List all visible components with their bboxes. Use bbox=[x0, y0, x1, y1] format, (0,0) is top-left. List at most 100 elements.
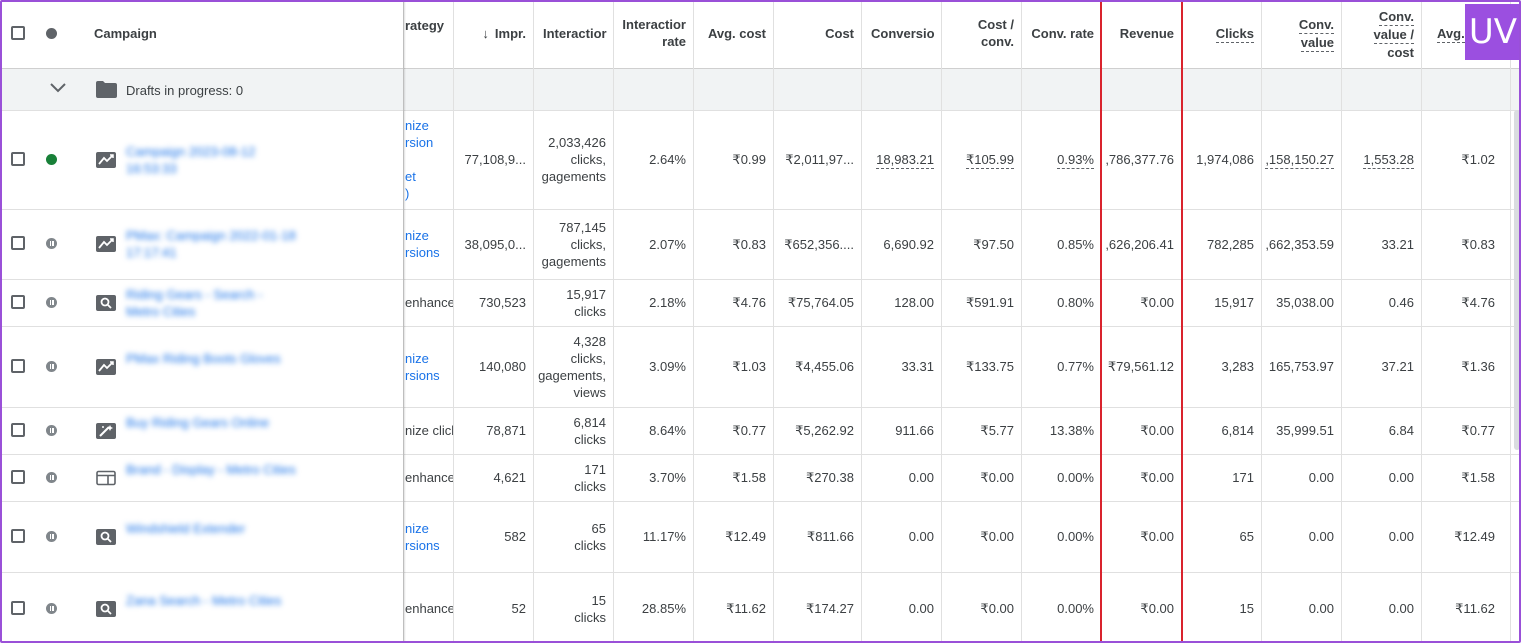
conv-rate-cell: 0.80% bbox=[1057, 295, 1094, 310]
header-campaign[interactable]: Campaign bbox=[94, 25, 157, 41]
cost-per-conv-cell: ₹5.77 bbox=[980, 423, 1014, 438]
status-paused-icon[interactable] bbox=[46, 530, 57, 542]
conv-rate-cell: 0.77% bbox=[1057, 359, 1094, 374]
conv-value-cell: 165,753.97 bbox=[1268, 359, 1334, 374]
row-checkbox[interactable] bbox=[11, 358, 25, 373]
header-cvc-line2: value / bbox=[1373, 27, 1414, 44]
header-interactions[interactable]: Interactior bbox=[543, 25, 607, 41]
bid-strategy-line: enhance bbox=[405, 295, 453, 310]
header-avg-cpc[interactable]: Avg. bbox=[1437, 24, 1467, 44]
interaction-rate-cell: 28.85% bbox=[641, 601, 686, 616]
cost-per-conv-cell: ₹97.50 bbox=[973, 236, 1014, 252]
row-divider bbox=[2, 501, 1519, 502]
revenue-cell: ₹0.00 bbox=[1140, 295, 1174, 310]
conv-value-cell: 35,038.00 bbox=[1276, 295, 1334, 310]
status-paused-icon[interactable] bbox=[46, 471, 57, 483]
interactions-cell: 6,814 clicks bbox=[534, 414, 606, 448]
avg-cost-cell: ₹12.49 bbox=[725, 529, 766, 544]
row-checkbox[interactable] bbox=[11, 528, 25, 543]
campaign-name-link[interactable]: PMax Riding Boots Gloves bbox=[126, 350, 281, 366]
campaign-name-link[interactable]: PMax: Campaign 2022-01-18 17:17:41 bbox=[126, 228, 296, 260]
avg-cpc-cell: ₹0.77 bbox=[1461, 423, 1495, 438]
drafts-label[interactable]: Drafts in progress: 0 bbox=[126, 82, 244, 98]
header-interaction-rate-line2: rate bbox=[662, 34, 686, 49]
chevron-down-icon[interactable] bbox=[50, 82, 66, 97]
bid-strategy-cell: enhance bbox=[405, 294, 453, 311]
interaction-rate-cell: 2.07% bbox=[649, 236, 686, 252]
header-clicks[interactable]: Clicks bbox=[1186, 24, 1254, 44]
header-impressions[interactable]: ↓ Impr. bbox=[458, 24, 526, 42]
interactions-cell: 171 clicks bbox=[534, 461, 606, 495]
avg-cpc-cell: ₹11.62 bbox=[1455, 601, 1495, 616]
status-paused-icon[interactable] bbox=[46, 296, 57, 308]
conv-value-cell: 0.00 bbox=[1308, 529, 1334, 544]
bid-strategy-cell[interactable]: nize rsions bbox=[405, 350, 453, 384]
status-paused-icon[interactable] bbox=[46, 238, 57, 249]
header-conv-value[interactable]: Conv. value bbox=[1264, 16, 1334, 52]
conversions-cell-value: 18,983.21 bbox=[876, 151, 934, 169]
frozen-column-shadow bbox=[403, 2, 406, 641]
column-divider bbox=[1341, 2, 1342, 641]
conv-value-cell: 35,999.51 bbox=[1276, 423, 1334, 438]
campaign-name-link[interactable]: Windshield Extender bbox=[126, 520, 246, 536]
vertical-scrollbar[interactable] bbox=[1514, 110, 1519, 450]
cost-per-conv-cell-value: ₹105.99 bbox=[965, 151, 1014, 169]
status-enabled-icon[interactable] bbox=[46, 153, 57, 165]
interactions-line: 2,033,426 bbox=[548, 135, 606, 150]
interactions-line: clicks bbox=[574, 537, 606, 553]
status-paused-icon[interactable] bbox=[46, 360, 57, 372]
status-paused-icon[interactable] bbox=[46, 424, 57, 436]
header-interaction-rate[interactable]: Interactior rate bbox=[616, 16, 686, 52]
header-conv-value-line2: value bbox=[1300, 35, 1334, 52]
campaign-name-link[interactable]: Campaign 2023-08-12 16:53:33 bbox=[126, 143, 256, 176]
header-bid-strategy[interactable]: rategy bbox=[405, 17, 445, 33]
clicks-cell: 6,814 bbox=[1221, 423, 1254, 438]
header-avg-cost[interactable]: Avg. cost bbox=[707, 25, 766, 41]
header-revenue[interactable]: Revenue bbox=[1119, 25, 1174, 41]
campaign-name-link[interactable]: Zana Search - Metro Cities bbox=[126, 592, 282, 608]
bid-strategy-cell[interactable]: nize rsions bbox=[405, 227, 453, 261]
bid-strategy-cell[interactable]: nize rsions bbox=[405, 520, 453, 554]
campaign-name-link[interactable]: Buy Riding Gears Online bbox=[126, 414, 270, 430]
interaction-rate-cell: 3.09% bbox=[649, 359, 686, 374]
interactions-line: gagements bbox=[541, 169, 606, 184]
cost-cell: ₹2,011,97... bbox=[785, 152, 854, 167]
interactions-line: gagements, bbox=[538, 367, 606, 383]
avg-cpc-cell: ₹0.83 bbox=[1461, 236, 1495, 252]
interactions-line: clicks, bbox=[570, 236, 606, 252]
header-conversions[interactable]: Conversio bbox=[871, 25, 935, 41]
row-checkbox[interactable] bbox=[11, 236, 25, 250]
conv-value-per-cost-cell-value: 1,553.28 bbox=[1363, 151, 1414, 169]
conv-rate-cell: 13.38% bbox=[1049, 423, 1094, 438]
header-conv-rate[interactable]: Conv. rate bbox=[1031, 25, 1094, 41]
bid-strategy-line: rsions bbox=[405, 367, 440, 383]
interactions-line: views bbox=[573, 384, 606, 400]
interactions-line: gagements bbox=[541, 253, 606, 269]
column-divider bbox=[941, 2, 942, 641]
cost-cell: ₹270.38 bbox=[805, 470, 854, 485]
header-cost[interactable]: Cost bbox=[825, 25, 854, 41]
row-checkbox[interactable] bbox=[11, 422, 25, 437]
row-checkbox[interactable] bbox=[11, 469, 25, 484]
select-all-checkbox[interactable] bbox=[11, 26, 25, 40]
header-impressions-label: Impr. bbox=[494, 25, 526, 41]
avg-cpc-cell: ₹1.36 bbox=[1461, 359, 1495, 374]
status-paused-icon[interactable] bbox=[46, 602, 57, 614]
row-divider bbox=[2, 407, 1519, 408]
header-cost-per-conv[interactable]: Cost / conv. bbox=[944, 16, 1014, 52]
header-interaction-rate-line1: Interactior bbox=[622, 17, 686, 32]
interaction-rate-cell: 3.70% bbox=[649, 470, 686, 485]
campaign-name-link[interactable]: Brand - Display - Metro Cities bbox=[126, 461, 296, 477]
interactions-cell: 15,917 clicks bbox=[534, 286, 606, 320]
row-checkbox[interactable] bbox=[11, 151, 25, 166]
campaign-name-link[interactable]: Riding Gears - Search - Metro Cities bbox=[126, 286, 263, 319]
row-checkbox[interactable] bbox=[11, 600, 25, 615]
column-divider bbox=[533, 2, 534, 641]
row-checkbox[interactable] bbox=[11, 294, 25, 309]
header-conv-value-per-cost[interactable]: Conv. value / cost bbox=[1344, 8, 1414, 60]
clicks-cell: 65 bbox=[1239, 529, 1254, 544]
bid-strategy-cell: enhance bbox=[405, 600, 453, 617]
display-campaign-icon bbox=[96, 470, 116, 486]
bid-strategy-cell[interactable]: nize rsion et) bbox=[405, 117, 453, 202]
column-divider bbox=[773, 2, 774, 641]
